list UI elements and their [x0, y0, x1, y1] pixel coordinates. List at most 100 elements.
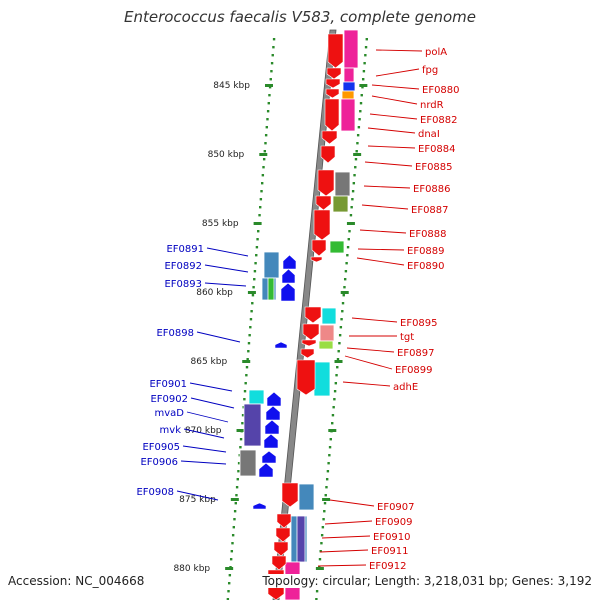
- forward-label-leader: [367, 145, 416, 149]
- ruler-label: 875 kbp: [179, 495, 216, 505]
- ruler-dot: [353, 174, 356, 177]
- gene-label-ef0891: EF0891: [166, 244, 204, 255]
- cog-block: [319, 324, 335, 342]
- gene-label-ef0912: EF0912: [369, 561, 407, 572]
- ruler-dot: [271, 54, 274, 57]
- forward-label-leader: [369, 113, 418, 120]
- ruler-dot: [327, 462, 330, 465]
- ruler-dot: [230, 550, 234, 553]
- gene-label-ef0910: EF0910: [373, 532, 411, 543]
- ruler-dot: [245, 374, 248, 377]
- cog-block-layer: [239, 29, 359, 601]
- ruler-dot: [341, 310, 344, 313]
- ruler-tick: [259, 153, 268, 156]
- reverse-gene-arrow: [258, 462, 274, 478]
- ruler-dot: [233, 510, 237, 513]
- ruler-label: 865 kbp: [191, 357, 228, 367]
- ruler-dot: [350, 206, 353, 209]
- ruler-dot: [262, 166, 265, 169]
- cog-block: [318, 340, 334, 350]
- cog-block: [248, 389, 265, 405]
- forward-gene-arrow: [276, 513, 292, 529]
- ruler-tick: [340, 291, 349, 294]
- reverse-gene-arrow: [261, 450, 277, 464]
- forward-gene-arrow: [304, 306, 322, 324]
- ruler-dot: [323, 510, 326, 513]
- cog-block: [342, 81, 356, 92]
- ruler-tick: [264, 84, 273, 87]
- ruler-dot: [267, 102, 270, 105]
- forward-gene-arrow: [300, 348, 315, 359]
- ruler-dot: [351, 190, 355, 193]
- ruler-dot: [246, 358, 249, 361]
- ruler-dot: [331, 414, 335, 417]
- ruler-dot: [272, 46, 275, 49]
- ruler-dot: [336, 366, 339, 369]
- forward-gene-arrow: [301, 339, 317, 347]
- ruler-dot: [356, 142, 359, 145]
- ruler-dot: [232, 526, 236, 529]
- reverse-label-leader: [189, 382, 233, 392]
- forward-label-leader: [364, 161, 413, 167]
- ruler-dot: [351, 198, 354, 201]
- gene-label-ef0906: EF0906: [140, 457, 178, 468]
- ruler-dot: [261, 174, 265, 177]
- ruler-dot: [325, 486, 328, 489]
- ruler-dot: [334, 382, 338, 385]
- forward-label-leader: [363, 185, 411, 189]
- forward-label-leader: [342, 381, 391, 387]
- ruler-dot: [325, 478, 329, 481]
- ruler-dot: [333, 390, 337, 393]
- ruler-dot: [346, 254, 349, 257]
- label-layer: 845 kbp 850 kbp 855 kbp 860 kbp 865 kbp 870 k…: [136, 47, 459, 574]
- ruler-dot: [337, 350, 340, 353]
- reverse-label-leader: [182, 445, 227, 453]
- gene-label-mvk: mvk: [160, 425, 182, 436]
- reverse-label-leader: [206, 247, 249, 257]
- ruler-dot: [249, 326, 252, 329]
- forward-label-leader: [344, 355, 393, 370]
- gene-label-adhe: adhE: [393, 382, 418, 393]
- ruler-dot: [233, 518, 236, 521]
- ruler-dot: [259, 206, 262, 209]
- ruler-dot: [265, 126, 269, 129]
- ruler-dot: [319, 550, 322, 553]
- ruler-dot: [363, 62, 366, 65]
- gene-label-ef0892: EF0892: [164, 261, 202, 272]
- reverse-label-leader: [176, 490, 219, 501]
- cog-block: [332, 195, 349, 213]
- ruler-tick: [225, 567, 234, 570]
- ruler-dot: [318, 558, 322, 561]
- ruler-dot: [339, 326, 343, 329]
- ruler-tick: [334, 360, 343, 363]
- ruler-dot: [341, 302, 345, 305]
- ruler-dot: [231, 534, 235, 537]
- gene-label-ef0911: EF0911: [371, 546, 409, 557]
- tick-layer: [225, 38, 368, 601]
- ruler-dot: [263, 150, 267, 153]
- ruler-dot: [254, 262, 257, 265]
- forward-label-leader: [346, 347, 395, 353]
- ruler-tick: [346, 222, 355, 225]
- ruler-dot: [356, 134, 360, 137]
- ruler-label: 860 kbp: [196, 288, 233, 298]
- forward-gene-arrow: [324, 98, 340, 132]
- forward-label-leader: [317, 564, 367, 567]
- ruler-dot: [260, 182, 264, 185]
- ruler-label: 855 kbp: [202, 219, 239, 229]
- ruler-dot: [323, 502, 327, 505]
- ruler-dot: [235, 494, 238, 497]
- forward-gene-arrow: [321, 130, 338, 145]
- gene-label-ef0887: EF0887: [411, 205, 449, 216]
- ruler-tick: [236, 429, 245, 432]
- gene-label-pola: polA: [425, 47, 447, 58]
- ruler-dot: [253, 270, 257, 273]
- ruler-dot: [251, 294, 255, 297]
- ruler-dot: [243, 398, 246, 401]
- ruler-dot: [326, 470, 330, 473]
- ruler-dot: [346, 246, 350, 249]
- ruler-dot: [315, 590, 319, 593]
- ruler-dot: [236, 478, 239, 481]
- ruler-dot: [239, 438, 243, 441]
